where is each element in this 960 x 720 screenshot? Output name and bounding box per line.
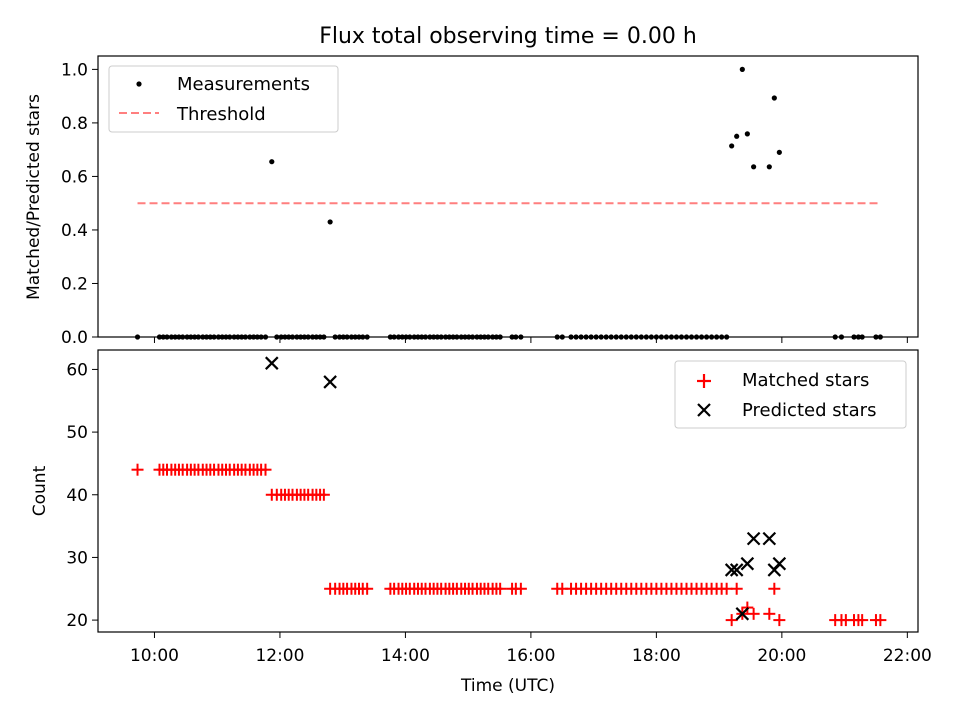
bottom-y-tick-label: 30 xyxy=(66,548,88,568)
measurement-point xyxy=(744,131,750,137)
matched-star-point xyxy=(763,607,776,620)
top-legend-box xyxy=(108,65,339,133)
matched-star-point xyxy=(514,582,527,595)
matched-star-point xyxy=(747,607,760,620)
top-y-tick-label: 0.4 xyxy=(61,221,88,241)
matched-star-point xyxy=(720,582,733,595)
matched-star-point xyxy=(725,614,738,627)
matched-star-point xyxy=(131,463,144,476)
legend-matched-label: Matched stars xyxy=(742,370,869,391)
matched-star-point xyxy=(856,614,869,627)
chart-title: Flux total observing time = 0.00 h xyxy=(319,24,697,49)
legend-threshold-label: Threshold xyxy=(176,104,266,125)
legend-predicted-marker xyxy=(697,403,711,417)
matched-star-point xyxy=(874,614,887,627)
top-y-tick-label: 1.0 xyxy=(61,60,88,80)
predicted-star-point xyxy=(735,607,750,621)
predicted-star-point xyxy=(740,556,755,571)
measurement-point xyxy=(269,159,275,165)
bottom-x-tick-label: 12:00 xyxy=(255,646,304,666)
bottom-y-tick-label: 40 xyxy=(66,486,88,506)
matched-star-point xyxy=(361,582,374,595)
measurement-point xyxy=(766,164,772,170)
measurement-point xyxy=(729,143,735,149)
bottom-marks xyxy=(131,356,887,627)
top-y-ticks: 0.0 0.2 0.4 0.6 0.8 1.0 xyxy=(61,60,98,348)
bottom-legend-box xyxy=(674,360,907,429)
measurement-point xyxy=(776,149,782,155)
bottom-y-tick-label: 50 xyxy=(66,423,88,443)
measurement-point xyxy=(327,219,333,225)
bottom-x-tick-label: 10:00 xyxy=(130,646,179,666)
legend-predicted-label: Predicted stars xyxy=(742,400,876,421)
predicted-star-point xyxy=(724,563,739,577)
matched-star-point xyxy=(730,582,743,595)
top-axes-frame xyxy=(97,55,919,338)
top-y-tick-label: 0.8 xyxy=(61,114,88,134)
matched-star-point xyxy=(317,488,330,501)
top-y-tick-label: 0.0 xyxy=(61,328,88,348)
top-legend: Measurements Threshold xyxy=(108,65,339,133)
legend-measurements-marker xyxy=(136,81,142,87)
predicted-star-point xyxy=(729,563,744,577)
bottom-legend: Matched stars Predicted stars xyxy=(674,360,907,429)
top-panel: 0.0 0.2 0.4 0.6 0.8 1.0 Matched/Predicted sta… xyxy=(24,55,919,348)
top-y-axis-label: Matched/Predicted stars xyxy=(24,94,44,300)
predicted-star-point xyxy=(265,356,279,370)
predicted-star-point xyxy=(762,531,777,546)
bottom-x-tick-label: 20:00 xyxy=(757,646,806,666)
x-axis-label: Time (UTC) xyxy=(460,676,555,696)
bottom-x-ticks: 10:00 12:00 14:00 16:00 18:00 20:00 22:00 xyxy=(130,632,932,666)
bottom-x-tick-label: 14:00 xyxy=(381,646,430,666)
matched-star-point xyxy=(768,582,781,595)
bottom-y-tick-label: 60 xyxy=(66,360,88,380)
bottom-y-axis-label: Count xyxy=(30,465,50,516)
predicted-star-point xyxy=(746,531,761,546)
bottom-x-tick-label: 22:00 xyxy=(883,646,932,666)
measurement-point xyxy=(734,133,740,139)
matched-star-point xyxy=(259,463,272,476)
bottom-panel: 20 30 40 50 60 10:00 12:00 14:00 16:00 18:00 20:0… xyxy=(30,349,932,696)
measurement-point xyxy=(771,95,777,101)
top-y-tick-label: 0.6 xyxy=(61,167,88,187)
predicted-star-point xyxy=(772,556,787,571)
legend-matched-marker xyxy=(697,374,711,388)
bottom-y-ticks: 20 30 40 50 60 xyxy=(66,360,98,631)
measurement-point xyxy=(751,164,757,170)
matched-star-point xyxy=(773,614,786,627)
bottom-x-tick-label: 18:00 xyxy=(632,646,681,666)
predicted-star-point xyxy=(323,375,337,389)
bottom-axes-frame xyxy=(97,349,919,633)
bottom-y-tick-label: 20 xyxy=(66,611,88,631)
measurement-point xyxy=(739,66,745,72)
matched-star-point xyxy=(494,582,507,595)
top-y-tick-label: 0.2 xyxy=(61,274,88,294)
bottom-x-tick-label: 16:00 xyxy=(506,646,555,666)
top-x-ticks xyxy=(153,337,908,343)
legend-measurements-label: Measurements xyxy=(177,74,310,95)
